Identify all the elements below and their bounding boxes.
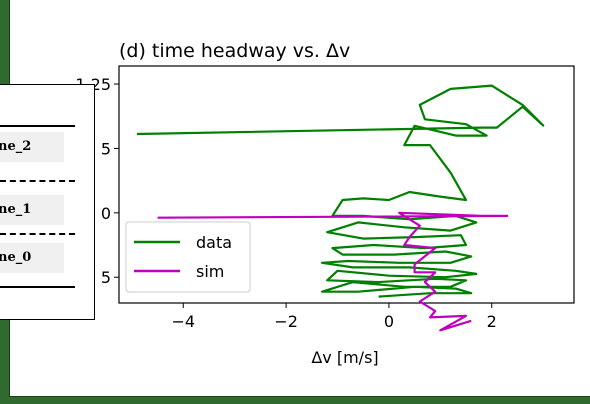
x-axis-label: Δv [m/s] (311, 348, 378, 367)
lanes-panel: ne_2 ne_1 ne_0 (0, 84, 95, 320)
y-tick-label: 5 (101, 139, 111, 158)
chart-title: (d) time headway vs. Δv (119, 40, 350, 62)
plot-area-frame (118, 65, 575, 304)
legend: data sim (125, 221, 251, 293)
lane-label-1: ne_1 (0, 195, 64, 225)
series-line-data (136, 84, 545, 298)
series-line-sim (157, 211, 509, 332)
lane-label-2: ne_2 (0, 132, 64, 162)
lane-divider (0, 233, 75, 235)
legend-label-data: data (196, 233, 232, 252)
lane-divider (0, 180, 75, 182)
legend-box (125, 221, 251, 293)
x-tick-label: −4 (171, 312, 195, 331)
lane-label-0: ne_0 (0, 243, 64, 273)
legend-label-sim: sim (196, 262, 224, 281)
x-tick-label: 2 (487, 312, 497, 331)
x-tick-label: 0 (384, 312, 394, 331)
series-layer (136, 84, 545, 332)
y-tick-label: 5 (101, 268, 111, 287)
lane-boundary-top (0, 125, 75, 127)
x-tick-label: −2 (274, 312, 298, 331)
y-tick-label: 0 (101, 204, 111, 223)
lane-boundary-bottom (0, 286, 75, 288)
